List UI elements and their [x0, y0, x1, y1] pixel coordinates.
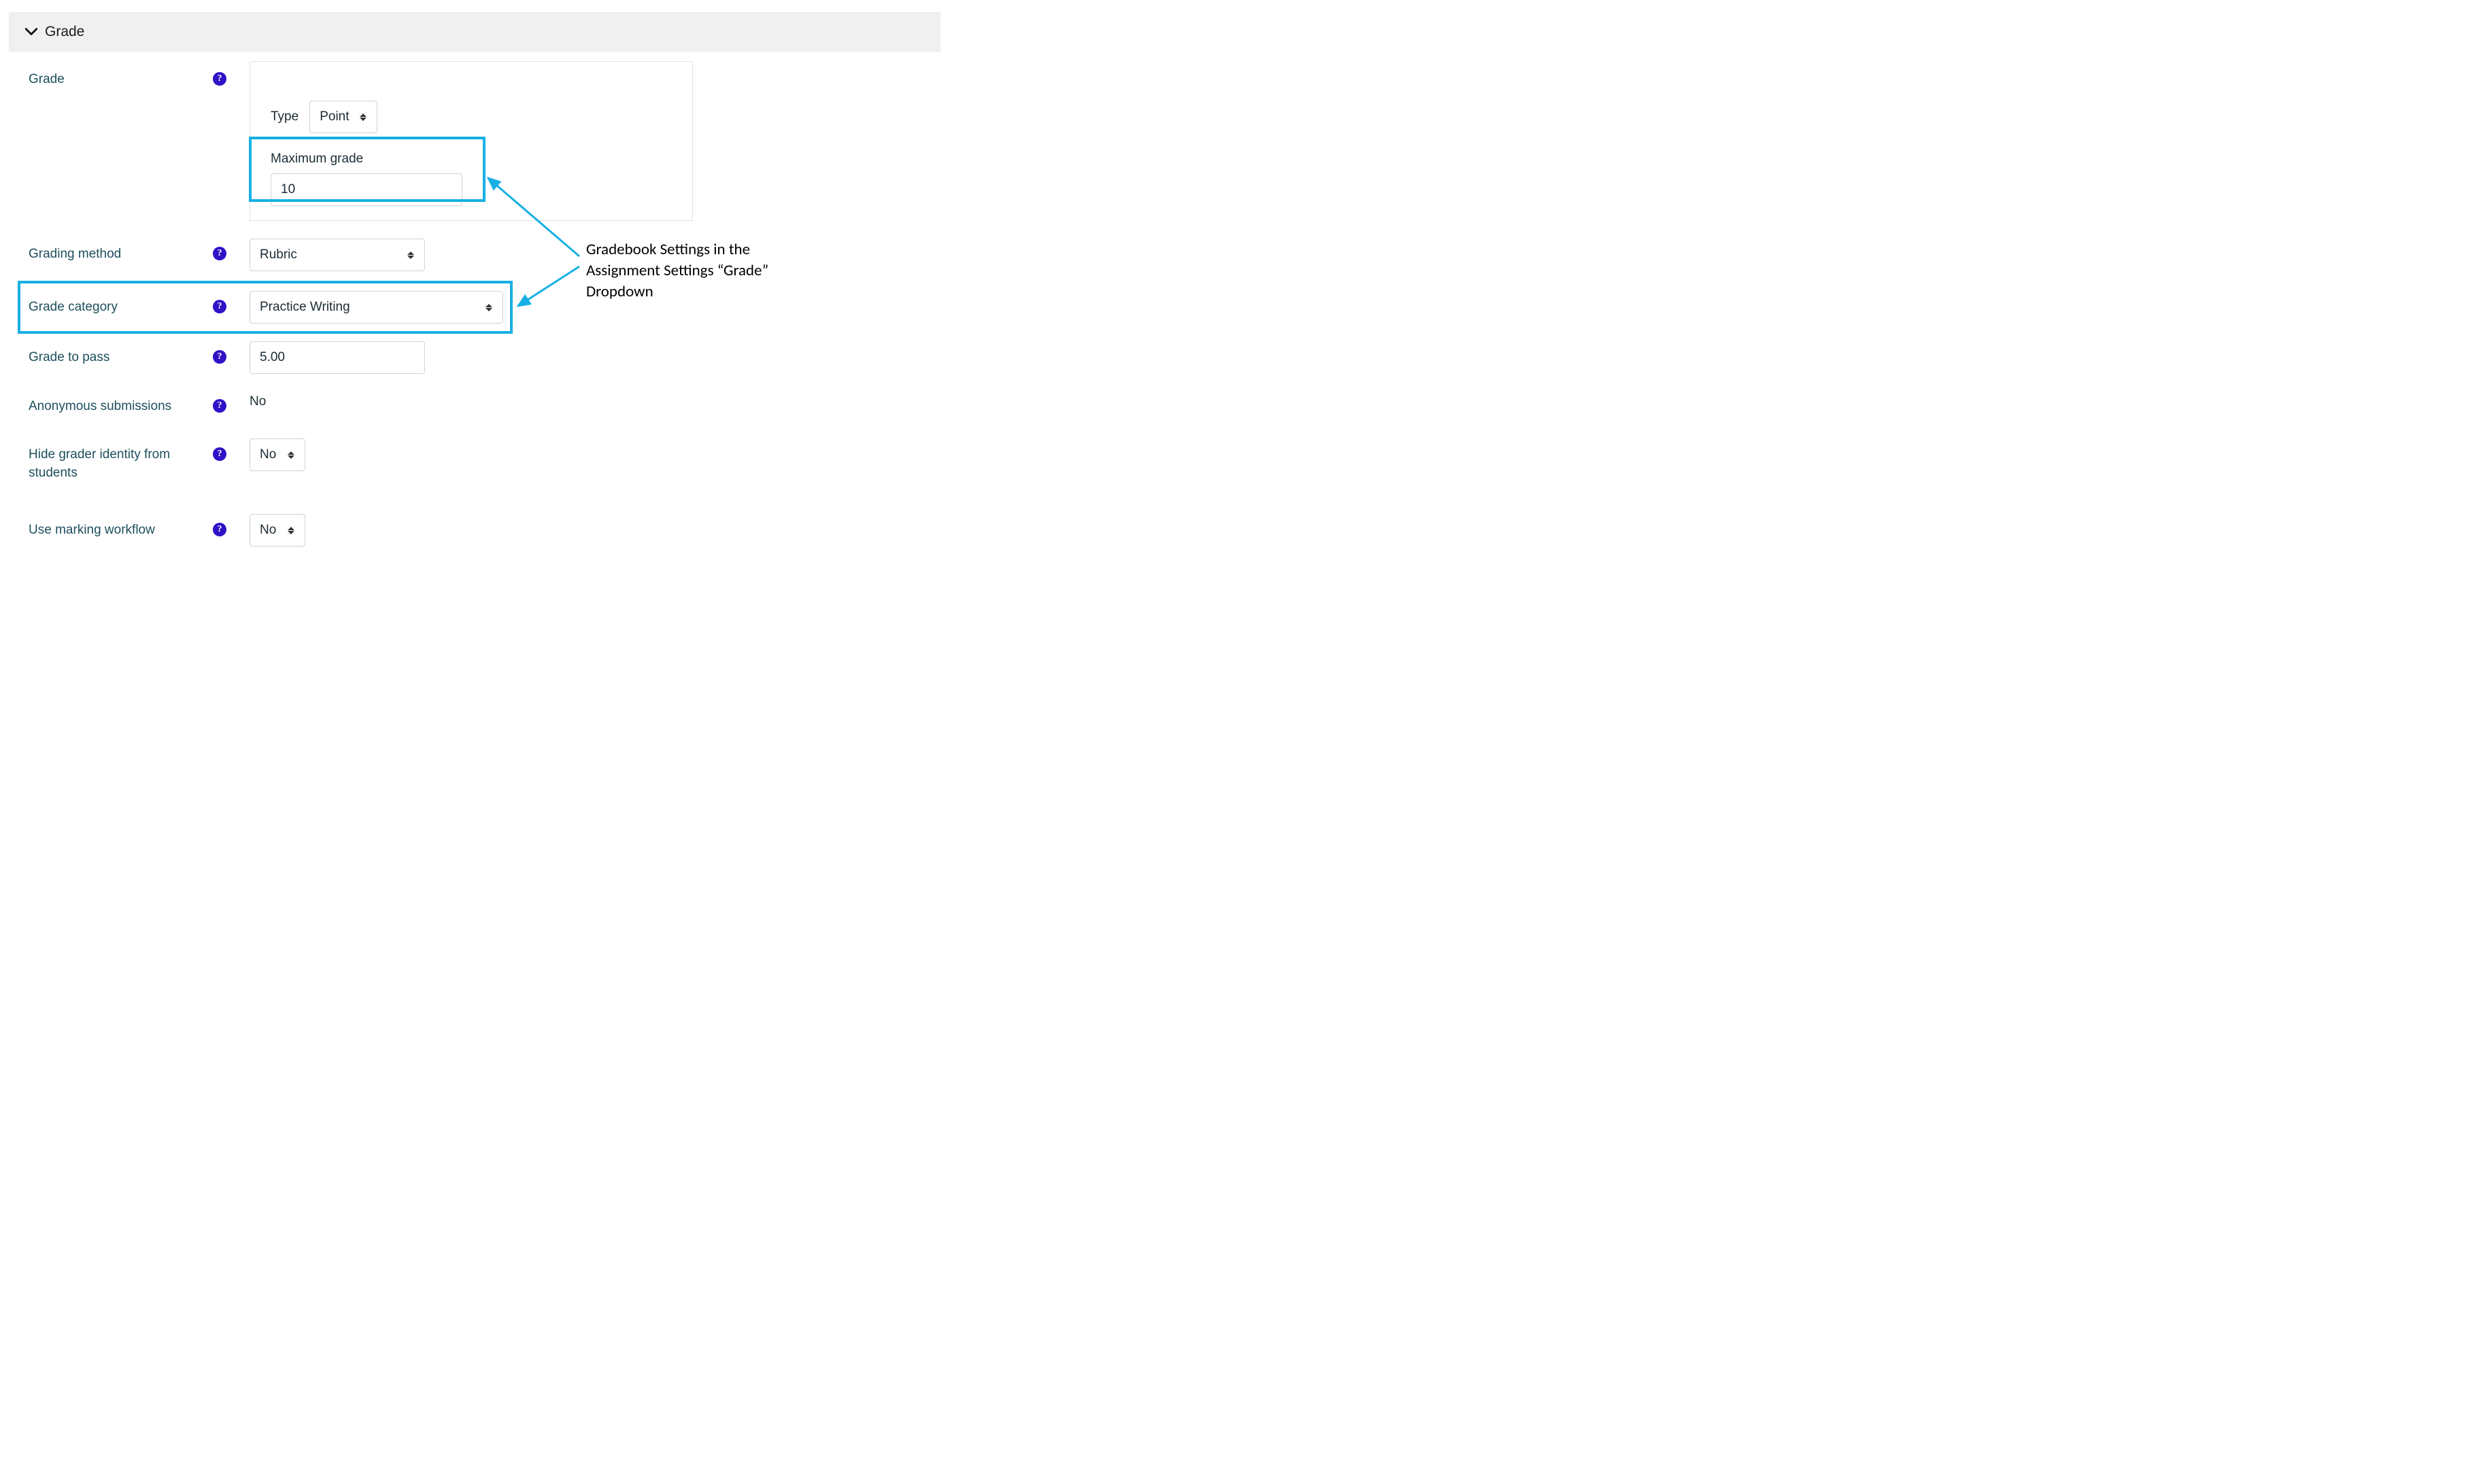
grade-to-pass-label: Grade to pass: [29, 350, 109, 365]
help-icon[interactable]: ?: [213, 247, 226, 260]
hide-grader-select[interactable]: No: [250, 438, 305, 471]
select-caret-icon: [287, 451, 295, 459]
anonymous-value: No: [250, 394, 266, 409]
help-icon[interactable]: ?: [213, 300, 226, 313]
select-caret-icon: [359, 114, 367, 121]
chevron-down-icon: [24, 25, 38, 39]
grade-to-pass-value: 5.00: [260, 350, 285, 365]
grade-to-pass-input[interactable]: 5.00: [250, 341, 425, 374]
select-caret-icon: [485, 304, 493, 311]
hide-grader-value: No: [260, 447, 276, 462]
help-icon[interactable]: ?: [213, 447, 226, 461]
annotation-line: Assignment Settings “Grade”: [586, 260, 811, 281]
grade-config-box: Type Point Maximum grade 10: [250, 61, 693, 221]
help-icon[interactable]: ?: [213, 523, 226, 536]
grade-type-value: Point: [320, 109, 349, 124]
marking-workflow-select[interactable]: No: [250, 514, 305, 547]
grading-method-select[interactable]: Rubric: [250, 239, 425, 271]
max-grade-input[interactable]: 10: [271, 173, 462, 206]
annotation-text: Gradebook Settings in the Assignment Set…: [586, 239, 811, 303]
select-caret-icon: [287, 527, 295, 534]
annotation-line: Gradebook Settings in the: [586, 239, 811, 260]
annotation-line: Dropdown: [586, 281, 811, 303]
grade-label: Grade: [29, 72, 65, 87]
grade-section-header[interactable]: Grade: [9, 12, 940, 52]
select-caret-icon: [407, 252, 415, 259]
marking-workflow-label: Use marking workflow: [29, 523, 155, 538]
grading-method-value: Rubric: [260, 247, 297, 262]
help-icon[interactable]: ?: [213, 350, 226, 364]
grade-type-label: Type: [271, 109, 299, 124]
marking-workflow-value: No: [260, 523, 276, 538]
help-icon[interactable]: ?: [213, 399, 226, 413]
anonymous-label: Anonymous submissions: [29, 399, 171, 414]
max-grade-label: Maximum grade: [271, 152, 363, 167]
section-title: Grade: [45, 24, 84, 40]
grading-method-label: Grading method: [29, 247, 121, 262]
grade-category-value: Practice Writing: [260, 300, 350, 315]
help-icon[interactable]: ?: [213, 72, 226, 86]
grade-category-select[interactable]: Practice Writing: [250, 291, 503, 324]
grade-type-select[interactable]: Point: [309, 101, 377, 133]
grade-category-label: Grade category: [29, 300, 118, 315]
hide-grader-label: Hide grader identity from students: [29, 446, 199, 482]
max-grade-value: 10: [281, 182, 295, 197]
